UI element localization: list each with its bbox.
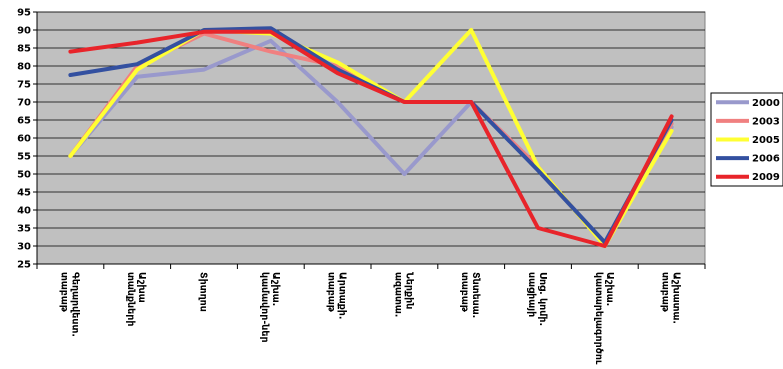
legend-label-2005: 2005 [752, 135, 780, 146]
category-label-line: Սոց. կոմի. [537, 272, 548, 326]
y-tick-label: 50 [17, 170, 31, 181]
category-label-line: տաբաթ [660, 272, 671, 313]
category-label-line: տաբաթ [326, 272, 337, 313]
legend-label-2006: 2006 [752, 154, 780, 165]
legend-label-2009: 2009 [752, 172, 780, 183]
y-tick-label: 95 [17, 8, 31, 19]
category-label: Տիտղոս [198, 272, 209, 312]
y-tick-label: 80 [17, 62, 31, 73]
category-label: Աշխա.կամավոր-ներ [259, 272, 281, 343]
axes: 25 30 35 40 45 50 55 60 65 70 75 80 85 90 95 [17, 8, 706, 271]
y-tick-label: 65 [17, 116, 31, 127]
category-label-line: Աշխա. [270, 272, 281, 306]
y-tick-label: 70 [17, 98, 31, 109]
category-label-line: Գեղարվեստ. [69, 272, 80, 337]
y-tick-label: 40 [17, 206, 31, 217]
category-label-line: Արտաքի. [337, 272, 348, 320]
y-tick-label: 30 [17, 242, 31, 253]
category-label: Սոց. կոմի.սացիայի [526, 272, 548, 326]
category-label: Գեղարվեստ.տաբաթ [58, 272, 80, 337]
category-label-line: տաբաթ [58, 272, 69, 313]
y-tick-label: 75 [17, 80, 31, 91]
category-label-line: Աշխա. [604, 272, 615, 306]
category-label-line: կատարելագործում [593, 272, 604, 365]
legend: 2000 2003 2005 2006 2009 [710, 92, 783, 187]
category-label-line: Աշխատա. [671, 272, 682, 324]
y-tick-label: 85 [17, 44, 31, 55]
legend-label-2003: 2003 [752, 116, 780, 127]
category-label-line: Տիտղոս [198, 272, 209, 312]
category-label-line: սացիայի [526, 272, 537, 317]
category-label-line: Աշխա [136, 272, 147, 303]
category-label-line: տաբաթ [459, 272, 470, 313]
y-tick-label: 90 [17, 26, 31, 37]
category-label: Տնտեսա.տաբաթ [459, 272, 481, 318]
y-tick-label: 45 [17, 188, 31, 199]
legend-label-2000: 2000 [752, 98, 780, 109]
category-label-line: Ներքին [403, 272, 414, 309]
category-label: Աշխա.կատարելագործում [593, 272, 615, 369]
y-tick-label: 55 [17, 152, 31, 163]
category-label-line: կամավոր-ներ [259, 272, 270, 343]
category-label-line: տանքների [125, 272, 136, 326]
y-tick-label: 60 [17, 134, 31, 145]
y-tick-label: 35 [17, 224, 31, 235]
category-label-line: ազատա. [392, 272, 403, 317]
category-label-line: Տնտեսա. [470, 272, 481, 318]
category-label: Արտաքի.տաբաթ [326, 272, 348, 320]
series-line-2009 [68, 29, 674, 248]
series-lines [68, 26, 674, 248]
y-tick-label: 25 [17, 260, 31, 271]
category-label: Աշխատա.տաբաթ [660, 272, 682, 324]
